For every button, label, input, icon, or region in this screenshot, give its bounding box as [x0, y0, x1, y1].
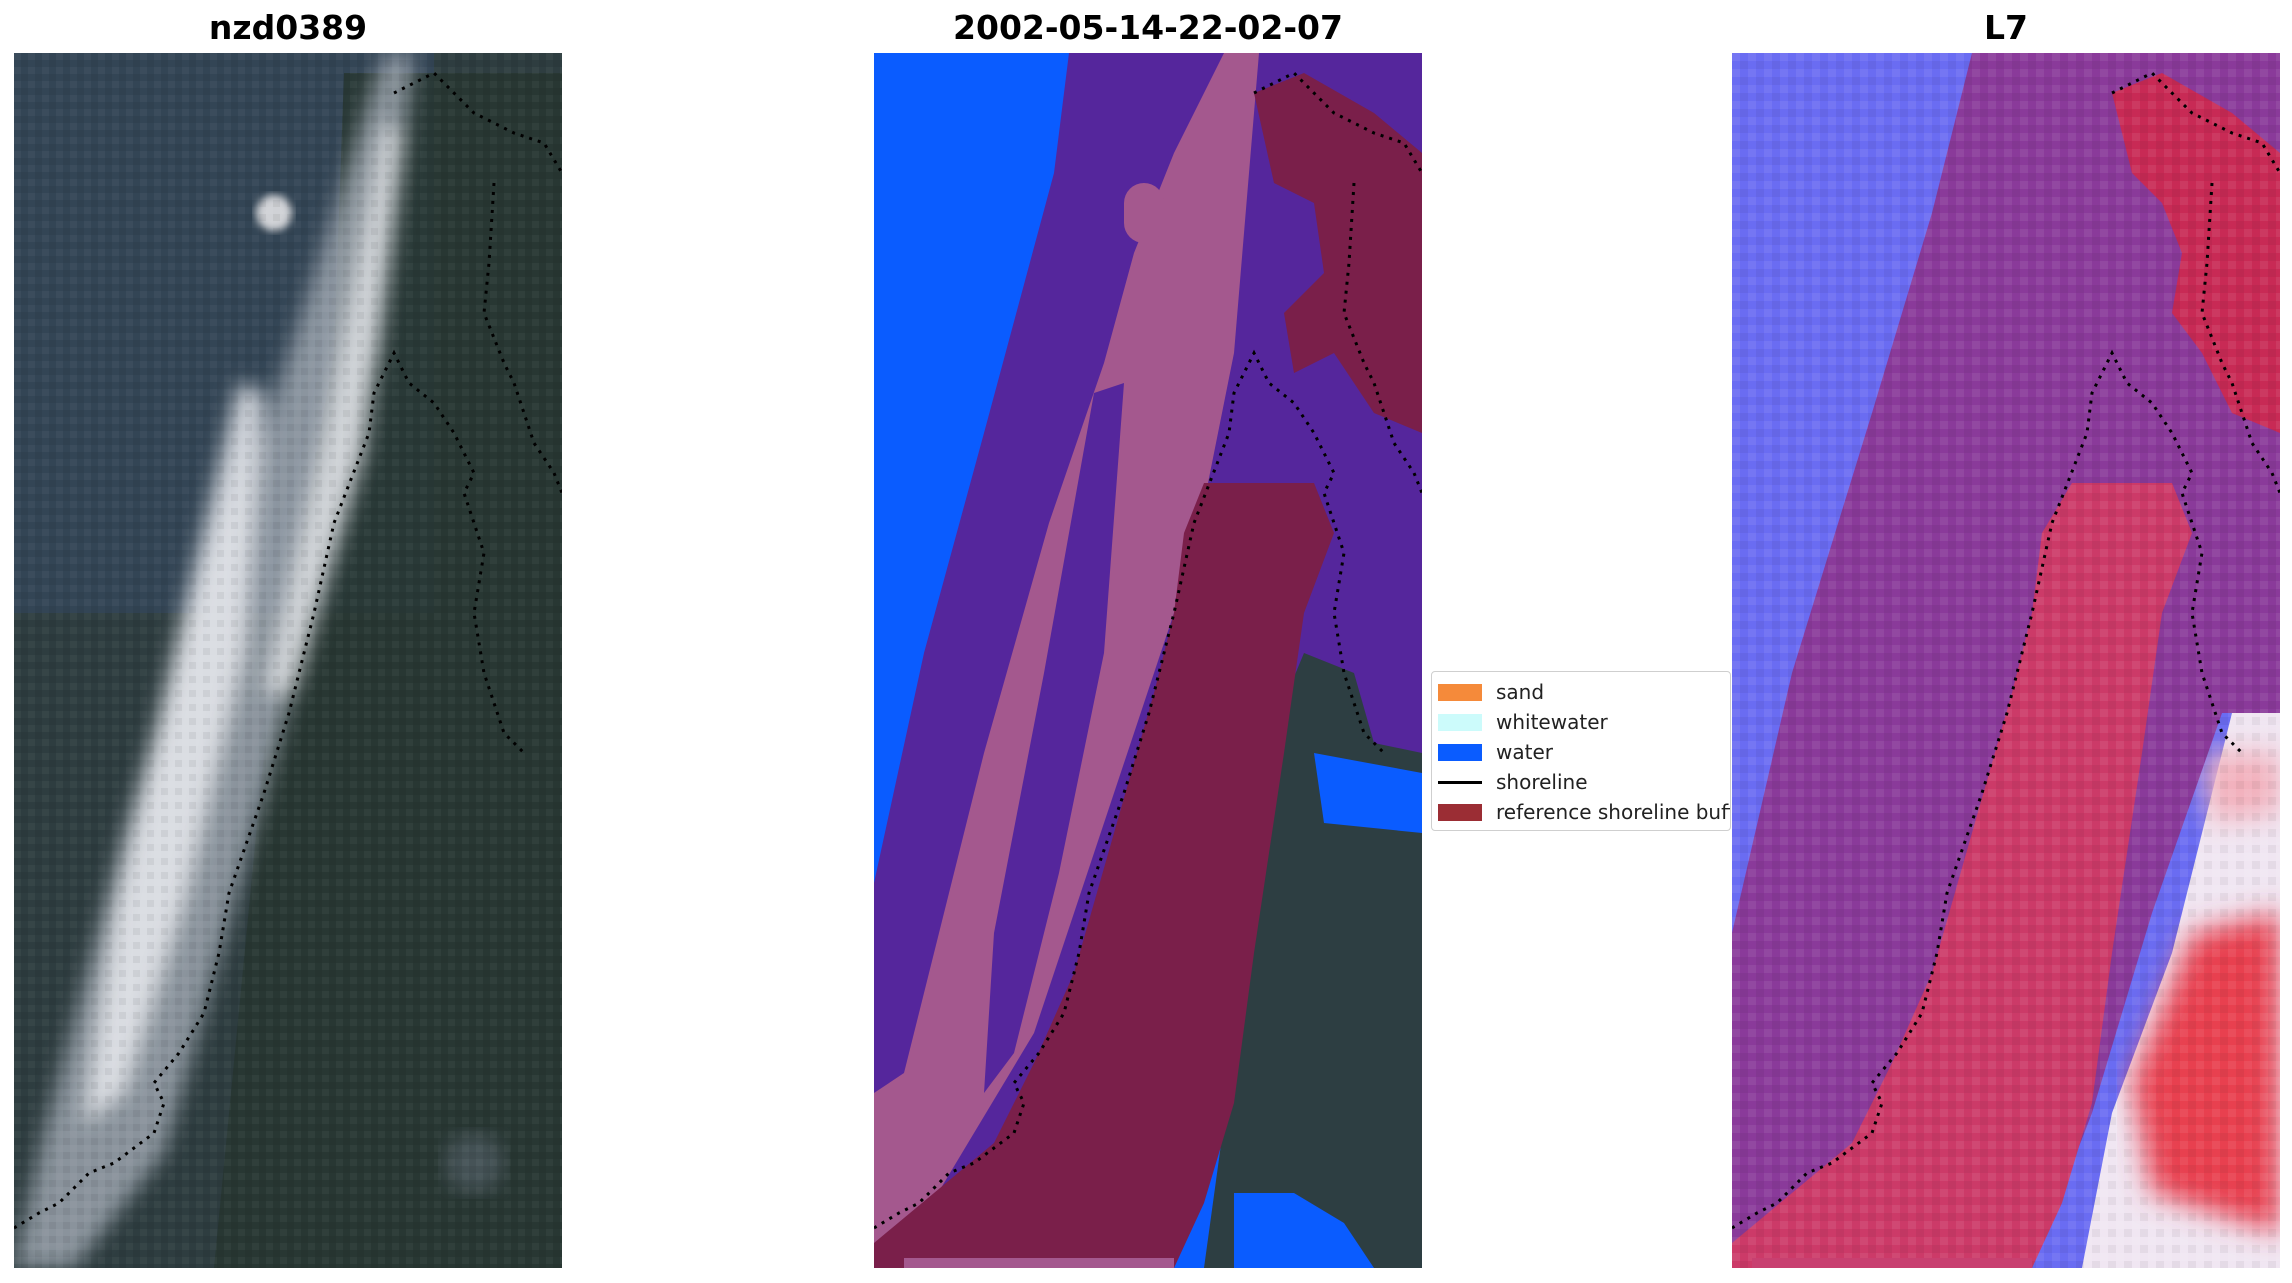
- index-noise: [1732, 53, 2280, 1268]
- rgb-image: [14, 53, 562, 1268]
- legend-label-water: water: [1496, 740, 1553, 764]
- legend-line-shoreline: [1438, 781, 1482, 784]
- panel-classification: 2002-05-14-22-02-07: [874, 0, 1422, 1283]
- rgb-shoreline: [14, 71, 562, 1230]
- legend-label-shoreline: shoreline: [1496, 770, 1588, 794]
- legend-swatch-water: [1438, 744, 1482, 761]
- class-buffer-strip: [904, 1258, 1174, 1268]
- index-image: [1732, 53, 2280, 1268]
- legend-swatch-sand: [1438, 684, 1482, 701]
- index-bottom-strip: [1752, 1258, 2032, 1268]
- rgb-noise: [14, 53, 562, 1268]
- panel-index: L7: [1732, 0, 2280, 1283]
- panel-title-classification: 2002-05-14-22-02-07: [953, 8, 1343, 47]
- panel-title-rgb: nzd0389: [208, 8, 368, 47]
- class-sand-inner-gap: [984, 383, 1124, 1093]
- class-buffer: [874, 483, 1334, 1268]
- legend-label-sand: sand: [1496, 680, 1545, 704]
- legend-swatch-whitewater: [1438, 714, 1482, 731]
- legend: sand whitewater water shoreline referenc…: [1431, 671, 1731, 831]
- class-sand-island: [1124, 183, 1164, 243]
- legend-label-whitewater: whitewater: [1496, 710, 1608, 734]
- class-shoreline: [874, 71, 1422, 1230]
- index-shoreline: [1732, 71, 2280, 1230]
- classification-image: [874, 53, 1422, 1268]
- legend-label-buffer: reference shoreline buffer: [1496, 800, 1731, 824]
- class-buffer-north: [1254, 73, 1422, 433]
- legend-swatch-buffer: [1438, 804, 1482, 821]
- panel-rgb: nzd0389: [14, 0, 562, 1283]
- class-water-pool: [1234, 1193, 1374, 1268]
- panel-title-index: L7: [1984, 8, 2028, 47]
- class-water-channel: [1314, 753, 1422, 833]
